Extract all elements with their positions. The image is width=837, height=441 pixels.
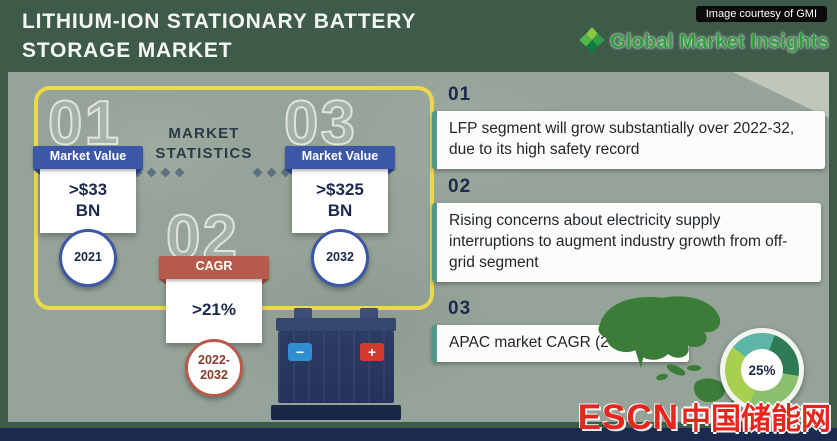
gauge-value: 25% [741,349,783,391]
ribbon-label: Market Value [33,146,143,175]
insight-number: 01 [448,84,472,105]
insight-2: 02 Rising concerns about electricity sup… [432,176,821,282]
battery-lid [276,318,396,331]
courtesy-badge: Image courtesy of GMI [695,6,827,22]
main-panel: 01 02 03 MARKET STATISTICS Market Value … [8,72,829,422]
stat-value: >$33 BN [40,168,136,233]
insight-number: 02 [448,176,472,197]
stat-card-market-value-2032: Market Value >$325 BN 2032 [285,146,395,287]
apac-map-icon [592,290,742,410]
battery-body: − + [278,331,394,403]
page-title: LITHIUM-ION STATIONARY BATTERY STORAGE M… [22,10,416,62]
stat-period-badge: 2022-2032 [185,338,243,397]
stat-card-market-value-2021: Market Value >$33 BN 2021 [33,146,143,287]
footer-bar [0,428,837,441]
insight-number: 03 [448,298,472,319]
insight-1: 01 LFP segment will grow substantially o… [432,84,825,169]
battery-plus-icon: + [360,343,384,361]
ribbon-label: CAGR [159,256,269,285]
header: LITHIUM-ION STATIONARY BATTERY STORAGE M… [0,0,837,72]
battery-terminal-left [294,308,312,320]
battery-terminal-right [360,308,378,320]
brand-logo: Global Market Insights [578,26,829,59]
cagr-gauge: 25% [720,328,804,412]
stat-value: >$325 BN [292,168,388,233]
stat-card-cagr: CAGR >21% 2022-2032 [159,256,269,397]
gmi-pinwheel-icon [578,26,606,59]
insight-card: LFP segment will grow substantially over… [432,111,825,169]
watermark-latin: ESCN [577,398,679,437]
battery-illustration: − + [271,308,401,420]
insight-card: Rising concerns about electricity supply… [432,203,821,282]
watermark-cjk: 中国储能网 [681,403,831,436]
corner-fold-decoration [733,72,829,118]
stat-period-badge: 2032 [311,228,369,287]
stats-heading: MARKET STATISTICS [155,125,253,162]
ribbon-label: Market Value [285,146,395,175]
stat-period-badge: 2021 [59,228,117,287]
brand-name: Global Market Insights [610,31,829,53]
stat-value: >21% [166,278,262,343]
battery-base [271,405,401,420]
escn-watermark: ESCN 中国储能网 [578,394,831,438]
battery-minus-icon: − [288,343,312,361]
